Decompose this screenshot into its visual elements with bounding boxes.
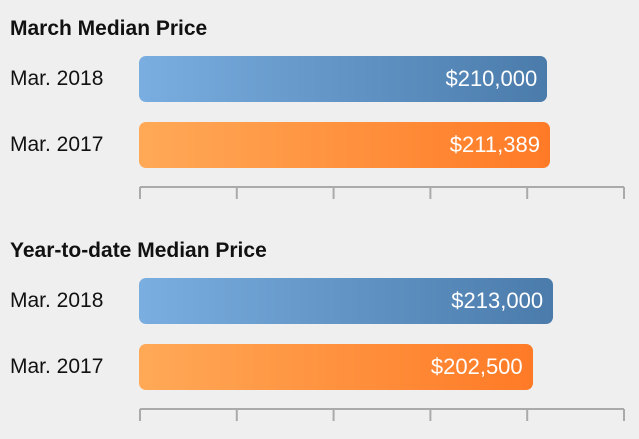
bar: $210,000 <box>139 56 548 102</box>
x-axis <box>139 186 625 199</box>
bar-value-label: $211,389 <box>449 132 540 157</box>
category-label: Mar. 2017 <box>10 133 104 156</box>
bar-value-label: $210,000 <box>445 66 538 91</box>
chart-title: Year-to-date Median Price <box>10 239 267 262</box>
chart-title: March Median Price <box>10 17 208 40</box>
bar-value-label: $213,000 <box>451 288 544 313</box>
category-label: Mar. 2017 <box>10 355 104 378</box>
bar-row: Mar. 2018 $210,000 <box>0 56 639 102</box>
bar-row: Mar. 2017 $202,500 <box>0 344 639 390</box>
bar: $211,389 <box>139 122 550 168</box>
bar-value-label: $202,500 <box>430 354 523 379</box>
bar: $213,000 <box>139 278 554 324</box>
bar-row: Mar. 2017 $211,389 <box>0 122 639 168</box>
bar-row: Mar. 2018 $213,000 <box>0 278 639 324</box>
x-axis <box>139 408 625 421</box>
bar: $202,500 <box>139 344 533 390</box>
category-label: Mar. 2018 <box>10 67 104 90</box>
category-label: Mar. 2018 <box>10 289 104 312</box>
